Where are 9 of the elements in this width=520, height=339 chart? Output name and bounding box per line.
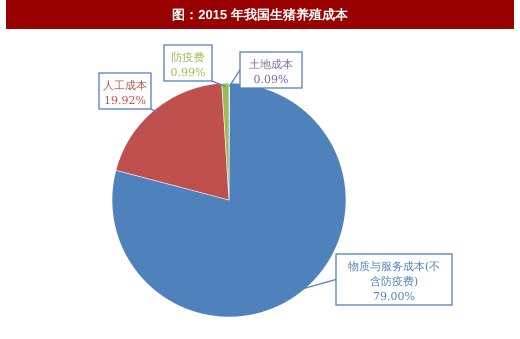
chart-title: 图：2015 年我国生猪养殖成本: [172, 7, 349, 22]
slice-label: 土地成本: [249, 58, 293, 71]
data-label: 19.92%: [104, 94, 146, 107]
data-label: 0.99%: [170, 66, 206, 79]
slice-label: 防疫费: [172, 51, 204, 64]
slice-label: 物质与服务成本(不含防疫费): [348, 260, 440, 288]
data-label: 0.09%: [254, 73, 288, 86]
slice-label: 人工成本: [103, 79, 147, 92]
data-label: 79.00%: [373, 290, 415, 303]
